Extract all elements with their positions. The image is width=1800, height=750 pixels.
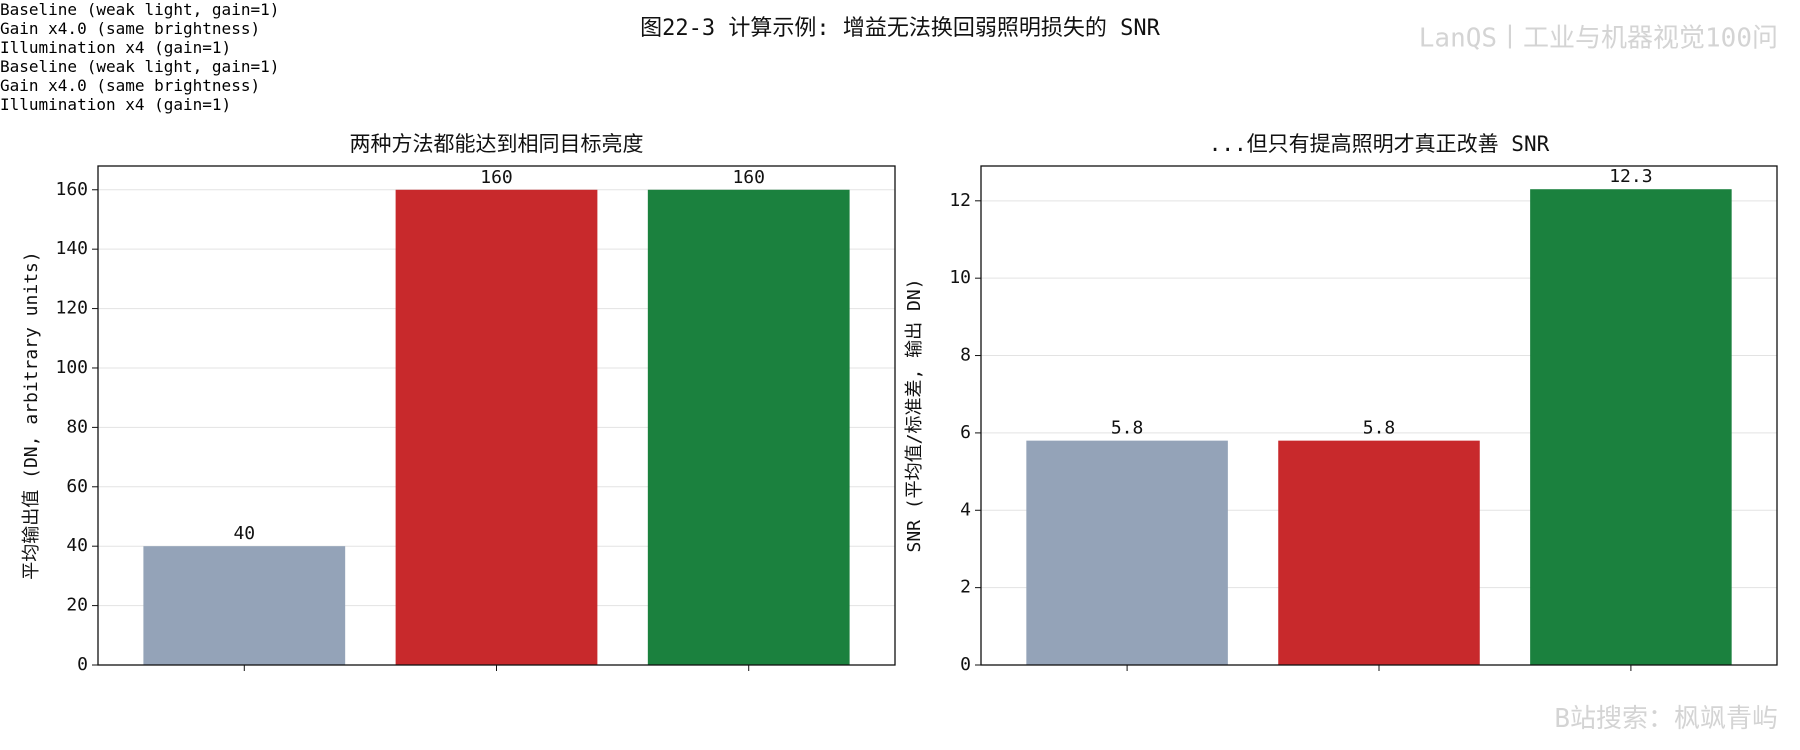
y-tick-label: 6 xyxy=(960,422,971,443)
x-tick-label: Illumination x4 (gain=1) xyxy=(0,38,232,57)
value-label: 12.3 xyxy=(1609,166,1652,187)
bar xyxy=(647,189,850,665)
subplot-title: 两种方法都能达到相同目标亮度 xyxy=(350,132,644,156)
x-tick-label: Illumination x4 (gain=1) xyxy=(0,95,232,114)
bar xyxy=(1026,440,1228,665)
y-axis-label: 平均输出值 (DN, arbitrary units) xyxy=(21,251,42,579)
value-label: 40 xyxy=(233,523,255,544)
y-tick-label: 10 xyxy=(949,267,971,288)
y-tick-label: 120 xyxy=(55,298,88,319)
bar xyxy=(1278,440,1480,665)
value-label: 160 xyxy=(732,167,765,188)
figure-title: 图22-3 计算示例: 增益无法换回弱照明损失的 SNR xyxy=(640,16,1160,41)
y-tick-label: 4 xyxy=(960,499,971,520)
value-label: 5.8 xyxy=(1363,418,1396,439)
y-tick-label: 20 xyxy=(66,595,88,616)
watermark: LanQS丨工业与机器视觉100问 xyxy=(1419,24,1778,54)
y-tick-label: 2 xyxy=(960,577,971,598)
y-tick-label: 140 xyxy=(55,238,88,259)
plot-frame xyxy=(97,165,896,666)
x-tick-label: Baseline (weak light, gain=1) xyxy=(0,0,280,19)
x-tick-label: Gain x4.0 (same brightness) xyxy=(0,76,261,95)
bar xyxy=(143,546,346,665)
y-tick-label: 12 xyxy=(949,190,971,211)
y-tick-label: 0 xyxy=(77,654,88,675)
value-label: 160 xyxy=(480,167,513,188)
y-tick-label: 160 xyxy=(55,179,88,200)
y-tick-label: 80 xyxy=(66,416,88,437)
x-tick-label: Baseline (weak light, gain=1) xyxy=(0,57,280,76)
y-tick-label: 100 xyxy=(55,357,88,378)
watermark: B站搜索：枫飒青屿 xyxy=(1554,704,1778,734)
y-axis-label: SNR (平均值/标准差, 输出 DN) xyxy=(904,278,925,552)
y-tick-label: 40 xyxy=(66,535,88,556)
subplot-title: ...但只有提高照明才真正改善 SNR xyxy=(1209,132,1550,156)
x-tick-label: Gain x4.0 (same brightness) xyxy=(0,19,261,38)
bar xyxy=(1530,189,1732,666)
y-tick-label: 0 xyxy=(960,654,971,675)
value-label: 5.8 xyxy=(1111,418,1144,439)
bar xyxy=(395,189,598,665)
plot-frame xyxy=(980,165,1778,666)
y-tick-label: 8 xyxy=(960,345,971,366)
y-tick-label: 60 xyxy=(66,476,88,497)
